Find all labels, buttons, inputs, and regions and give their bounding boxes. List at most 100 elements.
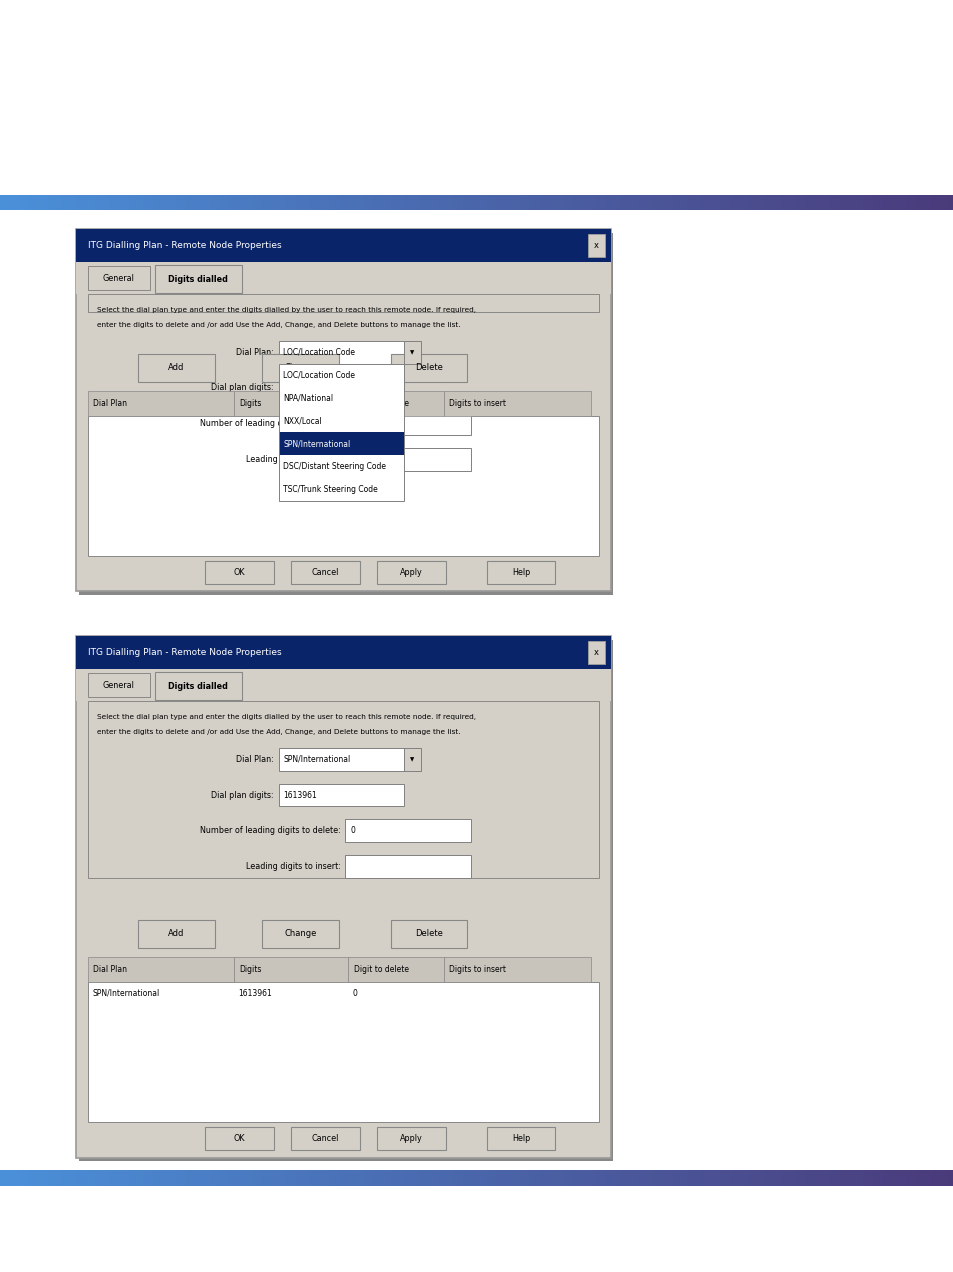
Bar — [162, 195, 167, 210]
Text: Help: Help — [511, 1133, 530, 1144]
Bar — [110, 1170, 114, 1186]
Bar — [796, 1170, 801, 1186]
Bar — [615, 195, 619, 210]
Bar — [278, 364, 404, 501]
Bar — [524, 195, 529, 210]
Bar — [62, 195, 67, 210]
Bar — [152, 1170, 157, 1186]
Bar — [233, 195, 238, 210]
Bar — [762, 195, 767, 210]
Bar — [405, 195, 410, 210]
Bar — [154, 672, 242, 700]
Bar — [519, 1170, 524, 1186]
Text: Digits to insert: Digits to insert — [449, 964, 506, 974]
Bar — [314, 1170, 319, 1186]
Bar — [705, 195, 710, 210]
Bar — [686, 1170, 691, 1186]
Bar — [88, 416, 598, 556]
Bar — [229, 195, 233, 210]
Text: Change: Change — [284, 363, 316, 373]
Bar — [924, 195, 929, 210]
Bar — [52, 1170, 57, 1186]
Bar — [605, 195, 610, 210]
Bar — [667, 1170, 672, 1186]
Bar — [48, 195, 52, 210]
Bar — [76, 1170, 81, 1186]
Bar — [233, 1170, 238, 1186]
Bar — [114, 195, 119, 210]
Text: Dial Plan: Dial Plan — [93, 398, 128, 408]
Bar — [143, 1170, 148, 1186]
Bar — [753, 1170, 758, 1186]
Bar — [400, 1170, 405, 1186]
Bar — [278, 455, 404, 478]
Bar — [210, 195, 214, 210]
Text: Cancel: Cancel — [312, 567, 338, 577]
Bar — [81, 1170, 86, 1186]
Bar — [915, 1170, 920, 1186]
Bar — [781, 1170, 786, 1186]
Bar — [345, 819, 471, 842]
Bar — [610, 1170, 615, 1186]
Bar — [410, 195, 415, 210]
Bar — [33, 195, 38, 210]
Bar — [681, 1170, 686, 1186]
Bar — [801, 195, 805, 210]
Bar — [114, 1170, 119, 1186]
Bar — [391, 920, 467, 948]
Text: Digits: Digits — [239, 964, 261, 974]
Bar — [48, 1170, 52, 1186]
Bar — [748, 195, 753, 210]
Bar — [205, 195, 210, 210]
Bar — [262, 920, 338, 948]
Bar — [343, 195, 348, 210]
Bar — [534, 1170, 538, 1186]
Bar — [345, 448, 471, 471]
Bar — [691, 1170, 696, 1186]
Bar — [734, 195, 739, 210]
Bar — [624, 195, 629, 210]
Bar — [934, 195, 939, 210]
Bar — [587, 234, 604, 257]
Bar — [278, 387, 404, 410]
Bar — [434, 195, 438, 210]
Bar — [81, 195, 86, 210]
Bar — [319, 1170, 324, 1186]
Bar — [667, 195, 672, 210]
Bar — [357, 195, 362, 210]
Bar — [862, 1170, 867, 1186]
Bar — [872, 1170, 877, 1186]
Bar — [88, 673, 150, 697]
Text: Dial Plan:: Dial Plan: — [235, 347, 274, 357]
Bar — [334, 195, 338, 210]
Bar — [395, 1170, 400, 1186]
Bar — [176, 1170, 181, 1186]
Bar — [943, 1170, 948, 1186]
Bar — [267, 195, 272, 210]
Bar — [79, 640, 613, 1161]
Bar — [424, 195, 429, 210]
Bar — [739, 1170, 743, 1186]
Bar — [877, 1170, 882, 1186]
Bar — [257, 1170, 262, 1186]
Bar — [14, 195, 19, 210]
Bar — [777, 1170, 781, 1186]
Text: Dial plan digits:: Dial plan digits: — [211, 383, 274, 393]
Bar — [948, 195, 953, 210]
Bar — [624, 1170, 629, 1186]
Bar — [0, 195, 5, 210]
Bar — [801, 1170, 805, 1186]
Bar — [924, 1170, 929, 1186]
Bar — [152, 195, 157, 210]
Bar — [600, 1170, 605, 1186]
Bar — [10, 195, 14, 210]
Bar — [901, 195, 905, 210]
Bar — [124, 195, 129, 210]
Bar — [143, 195, 148, 210]
Bar — [278, 364, 404, 387]
Bar — [839, 1170, 843, 1186]
Bar — [291, 1170, 295, 1186]
Bar — [329, 195, 334, 210]
Bar — [233, 391, 348, 416]
Bar — [810, 1170, 815, 1186]
